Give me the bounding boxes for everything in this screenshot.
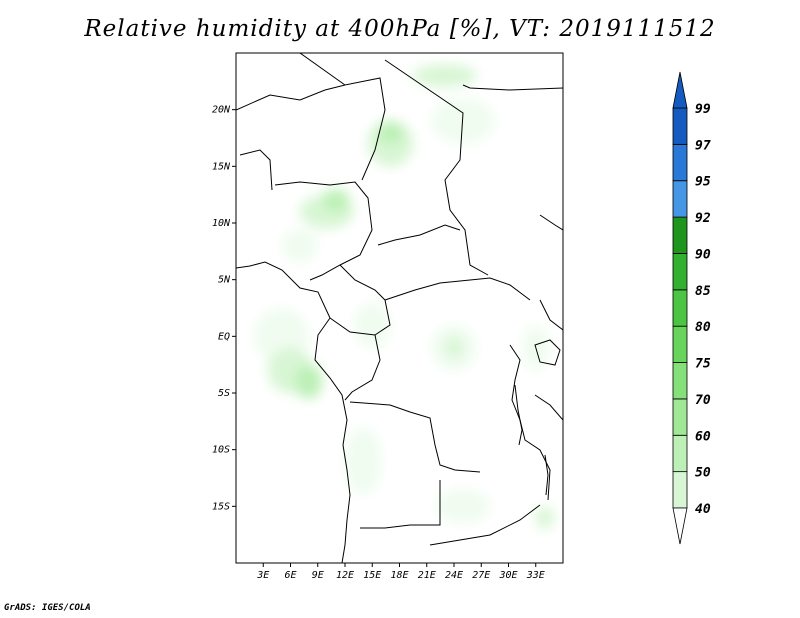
border-tanzania [534,394,563,421]
colorbar-label: 80 [695,320,711,335]
colorbar-segment [672,253,688,291]
lat-tick-label: 15N [212,161,231,172]
lat-tick-label: EQ [218,331,230,342]
colorbar-label: 95 [695,175,711,190]
humidity-region [431,98,495,144]
humidity-region [376,120,405,144]
colorbar-label: 40 [695,502,711,517]
border-car [377,224,461,246]
humidity-region [322,189,350,212]
border-angola-zambia [360,480,441,529]
colorbar-label: 60 [695,429,711,444]
lon-tick-label: 12E [336,570,354,581]
lat-tick-label: 15S [212,501,230,512]
lon-tick-label: 27E [472,570,490,581]
latitude-axis: 20N 15N 10N 5N EQ 5S 10S 15S [212,105,236,512]
border-ethiopia [539,214,563,231]
colorbar-label: 75 [695,357,711,372]
humidity-region [435,489,491,524]
humidity-region [295,364,323,399]
colorbar: 40 50 60 70 75 80 85 90 92 95 97 99 [672,71,711,545]
country-borders [236,53,563,563]
coastline-west [236,261,351,563]
lon-tick-label: 24E [445,570,463,581]
lon-tick-label: 30E [498,570,517,581]
colorbar-segment [672,434,688,473]
lon-tick-label: 33E [526,570,545,581]
border-uganda [539,299,563,331]
border-mali-niger [239,149,273,191]
colorbar-segment [672,398,688,436]
colorbar-label: 70 [695,393,711,408]
humidity-region [444,336,464,359]
border-chad-sudan [384,59,489,276]
colorbar-label: 92 [695,211,711,226]
humidity-field [254,64,554,529]
credit-label: GrADS: IGES/COLA [4,603,91,613]
colorbar-label: 90 [695,247,711,262]
border-drc-angola [349,401,481,473]
colorbar-label: 99 [695,102,711,117]
colorbar-segment [672,471,688,509]
lon-tick-label: 15E [363,570,381,581]
lake-malawi [544,454,549,496]
colorbar-segment [672,216,688,254]
colorbar-segment [672,107,688,145]
colorbar-segment [672,362,688,400]
border-car-drc [384,277,531,301]
border-cameroon [329,264,391,336]
colorbar-segment [672,325,688,363]
lake-victoria [534,339,561,366]
colorbar-label: 50 [695,466,711,481]
colorbar-label: 97 [695,138,711,153]
lat-tick-label: 5S [218,388,230,399]
humidity-region [413,64,477,87]
lake-tanganyika [514,384,523,446]
colorbar-max-triangle [672,71,688,109]
border-nigeria [274,181,373,281]
lon-tick-label: 21E [418,570,436,581]
map-title: Relative humidity at 400hPa [%], VT: 201… [84,16,716,42]
lat-tick-label: 10S [212,445,230,456]
lon-tick-label: 9E [312,570,324,581]
lat-tick-label: 10N [212,218,231,229]
lon-tick-label: 3E [256,570,269,581]
humidity-region [354,302,391,348]
humidity-region [345,427,382,495]
border-niger-algeria [236,84,346,111]
colorbar-label: 85 [695,284,711,299]
lat-tick-label: 20N [212,105,231,116]
humidity-region [535,506,554,529]
border-libya-chad [299,53,386,181]
colorbar-segment [672,143,688,182]
lon-tick-label: 6E [284,570,296,581]
border-zambia-south [429,504,541,546]
colorbar-min-triangle [672,507,688,545]
colorbar-segment [672,289,688,327]
lon-tick-label: 18E [390,570,408,581]
border-congo [344,334,381,401]
border-sudan-east [462,84,563,91]
longitude-axis: 3E 6E 9E 12E 15E 18E 21E 24E 27E 30E 33E [256,563,545,581]
colorbar-segment [672,180,688,218]
lat-tick-label: 5N [218,275,231,286]
humidity-region [281,228,318,263]
